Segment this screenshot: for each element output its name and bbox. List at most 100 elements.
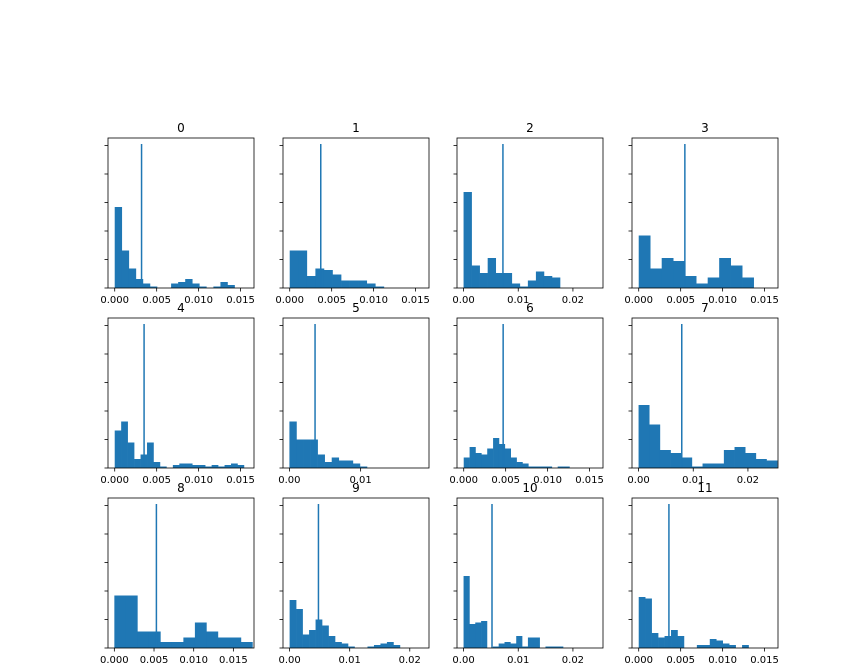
histogram-bar (317, 454, 325, 468)
histogram-bar (533, 637, 540, 648)
histogram-bar (171, 642, 184, 648)
histogram-bar (380, 643, 388, 648)
x-tick-label: 0.010 (708, 295, 737, 306)
axes-frame (456, 317, 604, 469)
histogram-bar (703, 645, 711, 648)
histogram-bar (516, 636, 523, 648)
subplot-title: 1 (352, 121, 360, 135)
histogram-bar (659, 450, 671, 468)
histogram-bar (328, 636, 336, 648)
histogram-bar (217, 637, 230, 648)
histogram-bar (213, 286, 221, 288)
subplot-8: 0.000 0.005 0.010 0.015 8 (100, 481, 255, 666)
x-tick-label: 0.015 (750, 295, 779, 306)
x-tick-label: 0.02 (562, 655, 584, 666)
histogram-bar (745, 453, 757, 468)
histogram-bar (375, 286, 385, 288)
axes-frame (631, 497, 779, 649)
histogram-bar (142, 283, 151, 288)
histogram-bar (510, 457, 517, 468)
subplot-title: 3 (701, 121, 709, 135)
histogram-bar (114, 430, 122, 468)
x-tick-label: 0.005 (142, 475, 171, 486)
subplot-title: 5 (352, 301, 360, 315)
histogram-bar (638, 235, 651, 288)
histogram-bar (479, 273, 488, 288)
histogram-bar (691, 466, 703, 468)
histogram-bar (348, 646, 355, 648)
histogram-bar (114, 207, 123, 288)
x-tick-label: 0.005 (317, 295, 346, 306)
subplot-5: 0.00 0.01 5 (278, 301, 430, 486)
histogram-bar (563, 466, 570, 468)
histogram-bar (681, 457, 693, 468)
histogram-bar (463, 576, 470, 648)
histogram-bar (495, 273, 505, 288)
histogram-bar (179, 463, 187, 468)
histogram-bar (670, 453, 682, 468)
histogram-bar (551, 277, 561, 288)
histogram-bar (296, 439, 304, 468)
histogram-bar (503, 273, 513, 288)
axes-frame (456, 137, 604, 289)
histogram-bar (178, 282, 186, 288)
histogram-bar (185, 463, 193, 468)
histogram-bar (475, 453, 482, 468)
histogram-bar (492, 646, 499, 648)
axes-frame (456, 497, 604, 649)
histogram-bar (194, 622, 207, 648)
histogram-bar (707, 277, 720, 288)
x-tick-label: 0.005 (140, 655, 169, 666)
histogram-bar (121, 250, 130, 288)
histogram-bar (716, 640, 723, 648)
axes-frame (107, 317, 255, 469)
histogram-bar (742, 277, 754, 288)
histogram-bar (303, 439, 311, 468)
axes-frame (282, 137, 430, 289)
histogram-bar (289, 421, 297, 468)
histogram-bar (658, 637, 665, 648)
histogram-bar (696, 645, 704, 648)
histogram-bar (153, 462, 161, 468)
x-tick-label: 0.00 (627, 475, 649, 486)
x-tick-label: 0.005 (142, 295, 171, 306)
histogram-bar (469, 447, 476, 468)
histogram-bar (528, 466, 535, 468)
x-tick-label: 0.015 (575, 475, 604, 486)
histogram-bar (545, 466, 553, 468)
histogram-bar (134, 459, 141, 468)
x-tick-label: 0.010 (533, 475, 562, 486)
histogram-bar (504, 642, 511, 648)
subplot-title: 10 (522, 481, 537, 495)
histogram-bar (671, 630, 678, 648)
histogram-bar (135, 279, 144, 288)
histogram-bar (638, 405, 650, 468)
histogram-bar (147, 442, 154, 468)
histogram-bar (729, 645, 736, 648)
histogram-bar (137, 631, 150, 648)
histogram-bar (475, 622, 482, 648)
x-tick-label: 0.015 (219, 655, 248, 666)
histogram-bar (522, 463, 529, 468)
histogram-bar (651, 633, 659, 648)
subplot-11: 0.000 0.005 0.010 0.015 11 (624, 481, 779, 666)
subplot-title: 2 (526, 121, 534, 135)
x-tick-label: 0.01 (339, 655, 361, 666)
histogram-bar (367, 646, 375, 648)
histogram-bar (557, 646, 564, 648)
histogram-bar (487, 448, 494, 468)
x-tick-label: 0.015 (226, 295, 255, 306)
x-tick-label: 0.010 (359, 295, 388, 306)
subplot-1: 0.000 0.005 0.010 0.015 1 (275, 121, 430, 306)
histogram-bar (664, 636, 672, 648)
histogram-bar (199, 286, 207, 288)
x-tick-label: 0.015 (750, 655, 779, 666)
histogram-bar (755, 459, 767, 468)
histogram-bar (341, 280, 350, 288)
x-tick-label: 0.01 (507, 295, 529, 306)
histogram-bar (696, 283, 708, 288)
histogram-bar (192, 283, 200, 288)
axes-frame (631, 317, 779, 469)
histogram-bar (742, 645, 749, 648)
